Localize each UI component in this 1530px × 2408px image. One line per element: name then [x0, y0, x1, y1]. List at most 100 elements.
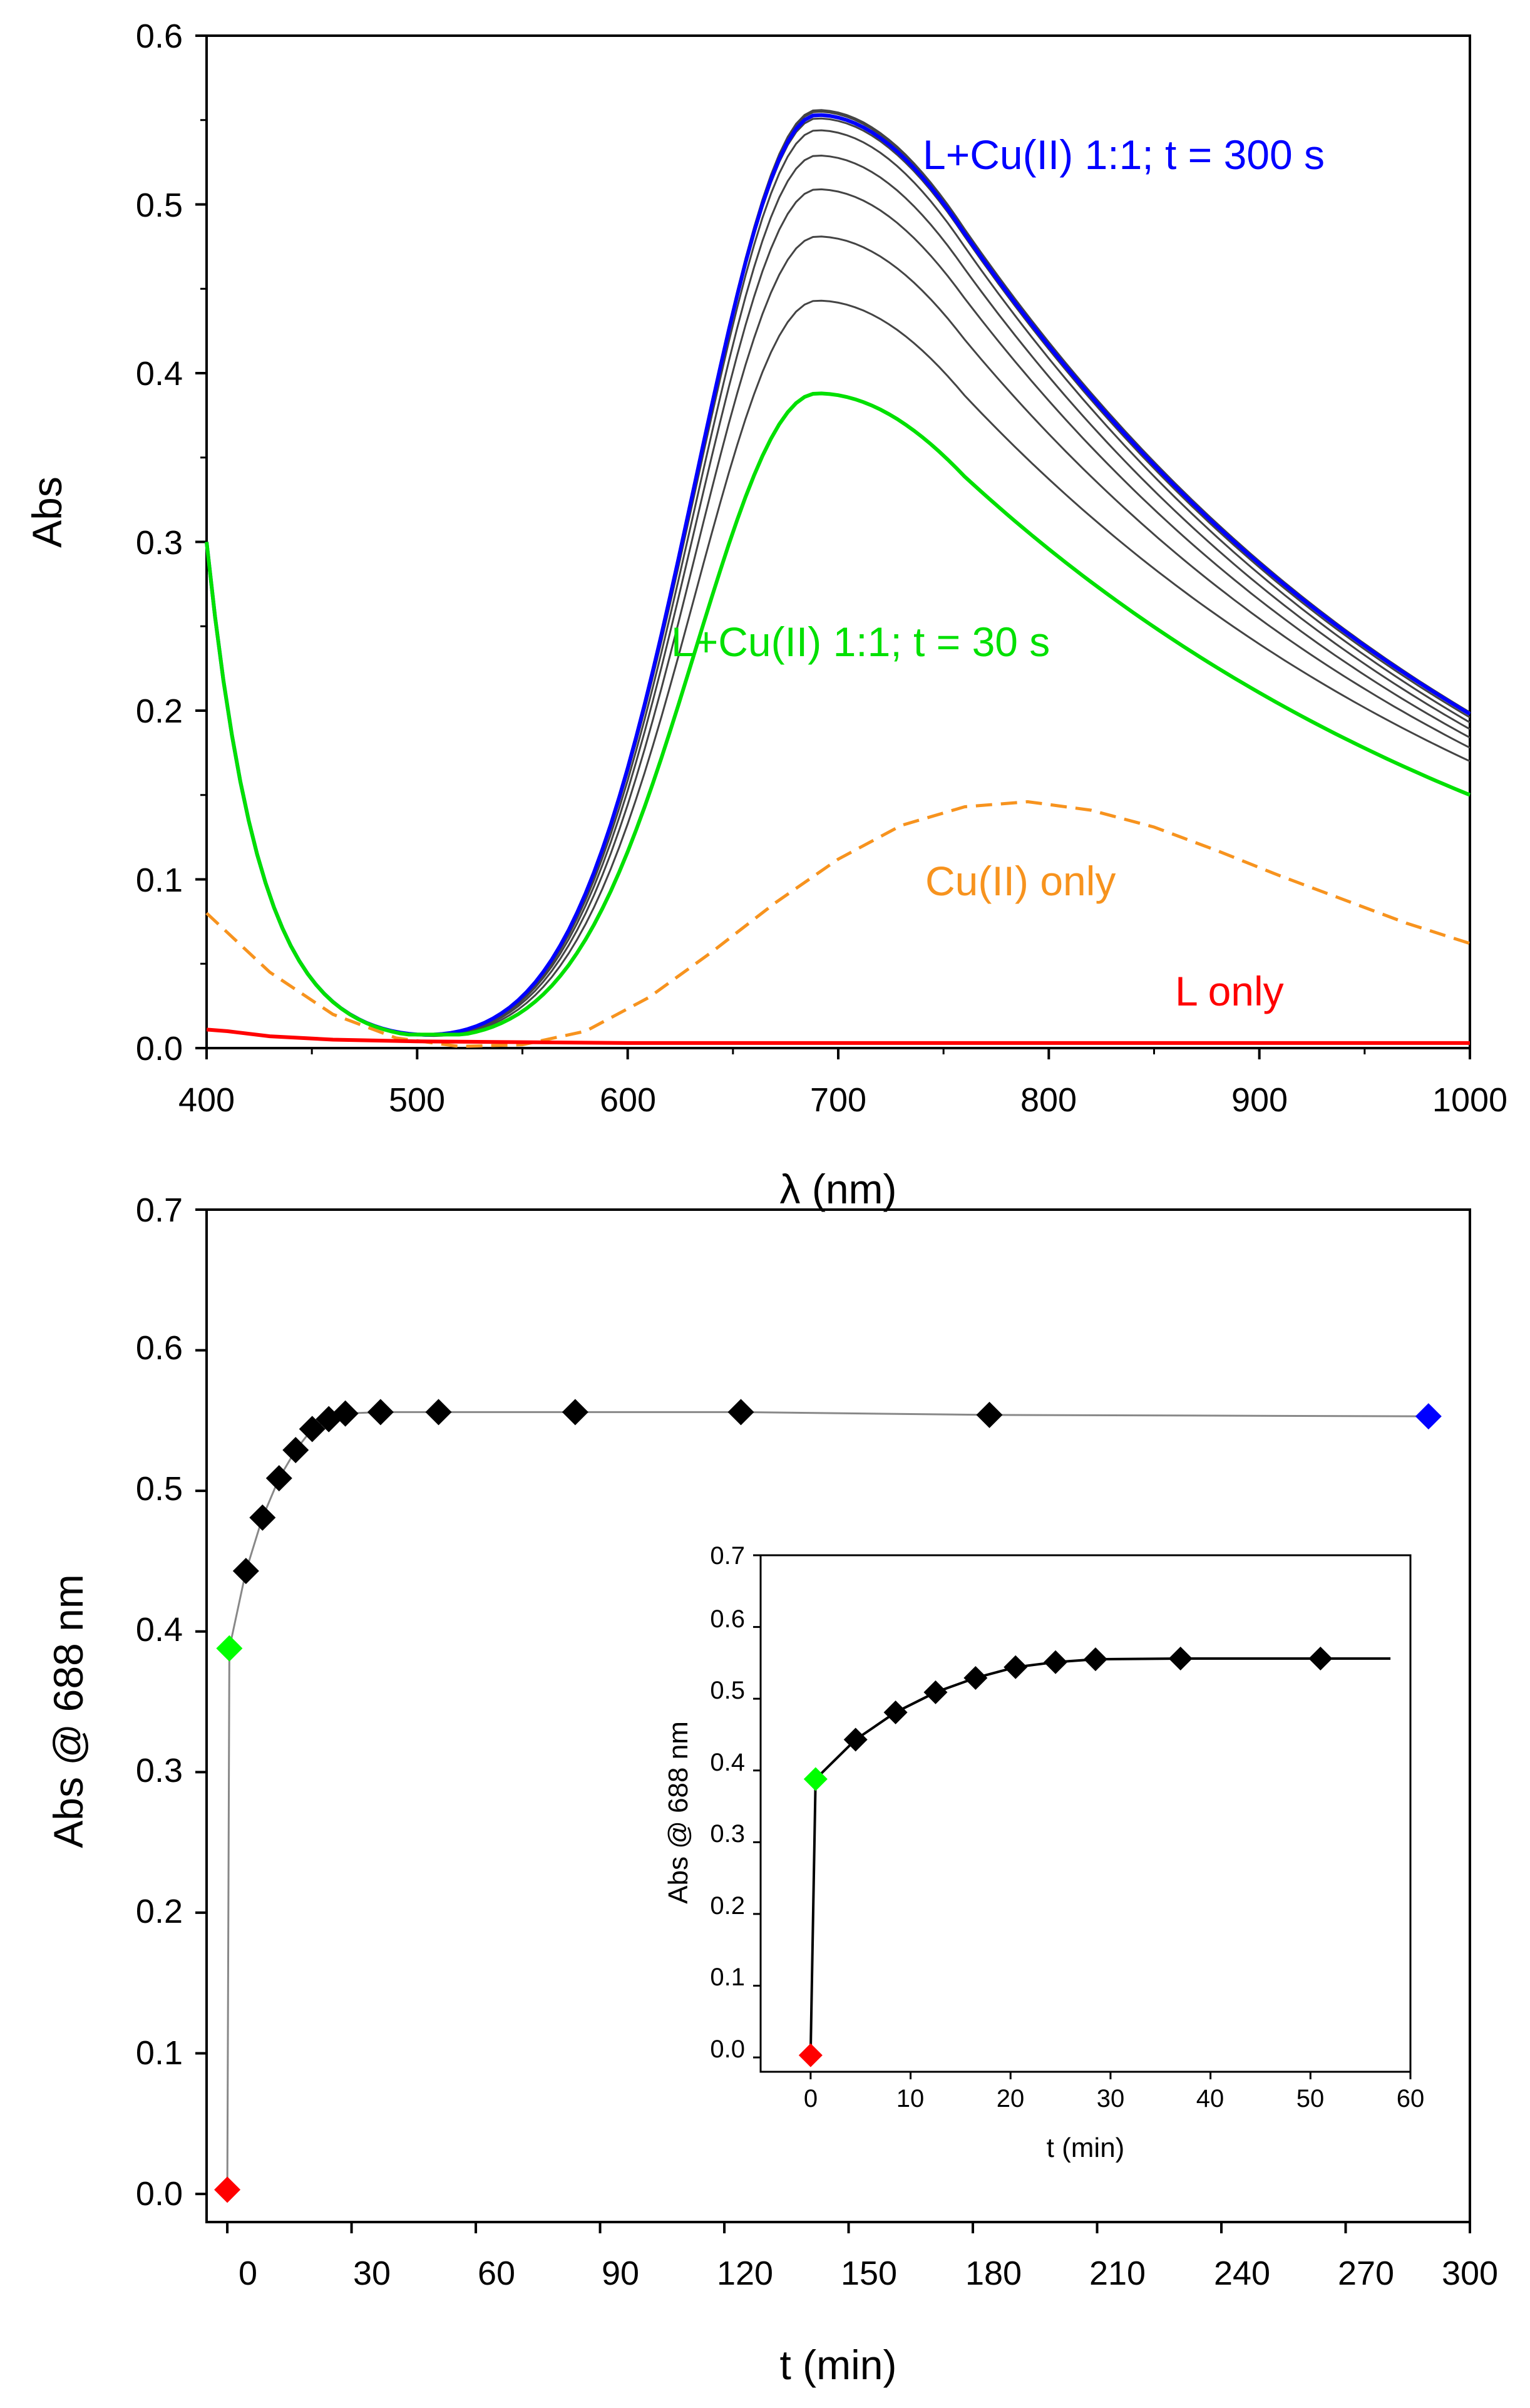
kinetics-plot-frame: [205, 1208, 1471, 2223]
spectrum-intermediate-line: [205, 299, 1471, 1037]
kinetics-data-point: [367, 1399, 394, 1426]
inset-y-ticks: 0.0 0.1 0.2 0.3 0.4 0.5 0.6 0.7: [710, 1542, 745, 2063]
inset-y-axis-title: Abs @ 688 nm: [663, 1721, 694, 1904]
kinetics-data-point: [249, 1504, 276, 1531]
inset-x-tick-label: 0: [804, 2085, 818, 2112]
inset-connecting-line: [809, 1657, 1391, 2056]
kinetics-data-point: [216, 1635, 243, 1662]
inset-panel: 0 10 20 30 40 50 60 0.0 0.1 0.2 0.3 0.4 …: [663, 1542, 1424, 2163]
kinetics-x-tick-label: 210: [1089, 2255, 1146, 2292]
spectrum-intermediate-line: [205, 117, 1471, 1036]
kinetics-data-point: [425, 1399, 452, 1426]
inset-x-tick-label: 30: [1097, 2085, 1125, 2112]
annotation-t300: L+Cu(II) 1:1; t = 300 s: [923, 131, 1325, 178]
kinetics-y-ticks: 0.0 0.1 0.2 0.3 0.4 0.5 0.6 0.7: [136, 1191, 183, 2213]
kinetics-x-tick-label: 60: [478, 2255, 515, 2292]
inset-x-ticks: 0 10 20 30 40 50 60: [804, 2085, 1424, 2112]
spectrum-intermediate-line: [205, 154, 1471, 1036]
kinetics-x-tick-label: 120: [717, 2255, 773, 2292]
annotation-l-only: L only: [1175, 968, 1284, 1014]
inset-x-tick-label: 20: [997, 2085, 1025, 2112]
kinetics-y-tick-label: 0.1: [136, 2034, 183, 2072]
spectra-y-tick-label: 0.3: [136, 524, 183, 562]
inset-plot-frame: [759, 1554, 1412, 2073]
spectra-x-tick-label: 800: [1020, 1081, 1077, 1119]
spectrum-line-l-only: [206, 1027, 1470, 1045]
inset-data-point: [803, 1767, 828, 1791]
spectra-x-tick-label: 700: [810, 1081, 866, 1119]
spectra-y-tick-label: 0.5: [136, 187, 183, 224]
inset-data-point: [963, 1665, 988, 1690]
kinetics-x-tick-label: 300: [1442, 2255, 1498, 2292]
inset-data-point: [1308, 1647, 1333, 1670]
spectra-y-tick-label: 0.1: [136, 862, 183, 899]
spectrum-line-t30: [205, 391, 1471, 1037]
inset-x-tick-label: 60: [1397, 2085, 1425, 2112]
spectra-x-tick-label: 500: [389, 1081, 445, 1119]
kinetics-x-tick-label: 270: [1338, 2255, 1394, 2292]
kinetics-data-point: [562, 1399, 588, 1426]
kinetics-y-tick-label: 0.4: [136, 1611, 183, 1649]
inset-y-tick-label: 0.7: [710, 1542, 745, 1570]
spectra-y-tick-label: 0.2: [136, 692, 183, 730]
spectra-curves: [195, 34, 1471, 1059]
spectra-x-tick-label: 900: [1231, 1081, 1288, 1119]
inset-x-tick-label: 40: [1196, 2085, 1225, 2112]
inset-y-tick-label: 0.0: [710, 2035, 745, 2063]
inset-data-point: [798, 2043, 823, 2067]
spectra-plot-frame: [205, 34, 1471, 1049]
spectra-x-tick-label: 400: [178, 1081, 235, 1119]
inset-data-point: [883, 1700, 908, 1724]
spectrum-line-t300: [205, 113, 1471, 1037]
kinetics-data-point: [282, 1437, 309, 1464]
kinetics-y-tick-label: 0.6: [136, 1329, 183, 1367]
kinetics-data-point: [299, 1416, 326, 1443]
kinetics-x-tick-label: 0: [239, 2255, 257, 2292]
kinetics-data-point: [232, 1558, 259, 1585]
kinetics-plot: [195, 1208, 1471, 2233]
kinetics-data-point: [976, 1401, 1003, 1428]
inset-y-tick-label: 0.6: [710, 1605, 745, 1633]
spectra-y-tick-label: 0.6: [136, 18, 183, 55]
inset-x-axis-title: t (min): [1047, 2133, 1125, 2163]
inset-x-tick-label: 50: [1296, 2085, 1325, 2112]
spectra-y-tick-label: 0.4: [136, 355, 183, 393]
kinetics-y-tick-label: 0.7: [136, 1191, 183, 1229]
kinetics-x-tick-label: 240: [1214, 2255, 1270, 2292]
kinetics-y-tick-label: 0.3: [136, 1752, 183, 1789]
kinetics-tick-marks: [195, 1208, 1471, 2233]
spectra-x-axis-title: λ (nm): [780, 1166, 897, 1212]
kinetics-data-point: [332, 1400, 359, 1427]
spectrum-intermediate-line: [205, 110, 1471, 1036]
inset-data-point: [1044, 1650, 1068, 1674]
inset-y-tick-label: 0.4: [710, 1749, 745, 1776]
kinetics-x-tick-label: 90: [602, 2255, 639, 2292]
kinetics-x-tick-label: 30: [353, 2255, 391, 2292]
inset-y-tick-label: 0.2: [710, 1892, 745, 1920]
spectra-x-tick-label: 1000: [1432, 1081, 1507, 1119]
inset-y-tick-label: 0.3: [710, 1820, 745, 1848]
kinetics-data-point: [727, 1399, 754, 1426]
inset-y-tick-label: 0.5: [710, 1677, 745, 1704]
inset-y-tick-label: 0.1: [710, 1963, 745, 1991]
inset-data-point: [1004, 1655, 1028, 1679]
spectra-y-ticks: 0.0 0.1 0.2 0.3 0.4 0.5 0.6: [136, 18, 183, 1068]
kinetics-y-tick-label: 0.2: [136, 1893, 183, 1930]
kinetics-x-ticks: 0 30 60 90 120 150 180 210 240 270 300: [239, 2255, 1498, 2292]
kinetics-y-tick-label: 0.5: [136, 1470, 183, 1508]
kinetics-x-tick-label: 180: [965, 2255, 1022, 2292]
inset-data-point: [843, 1727, 868, 1752]
kinetics-data-point: [1415, 1403, 1442, 1430]
kinetics-y-axis-title: Abs @ 688 nm: [45, 1574, 91, 1848]
inset-x-tick-label: 10: [896, 2085, 925, 2112]
annotation-cu-only: Cu(II) only: [925, 858, 1116, 904]
annotation-t30: L+Cu(II) 1:1; t = 30 s: [671, 619, 1050, 665]
inset-data-point: [1083, 1647, 1107, 1672]
spectra-x-tick-label: 600: [600, 1081, 656, 1119]
spectrum-intermediate-line: [205, 109, 1471, 1036]
inset-tick-marks: [753, 1554, 1412, 2079]
inset-plot: [753, 1554, 1412, 2079]
spectra-x-ticks: 400 500 600 700 800 900 1000: [178, 1081, 1507, 1119]
kinetics-y-tick-label: 0.0: [136, 2175, 183, 2213]
